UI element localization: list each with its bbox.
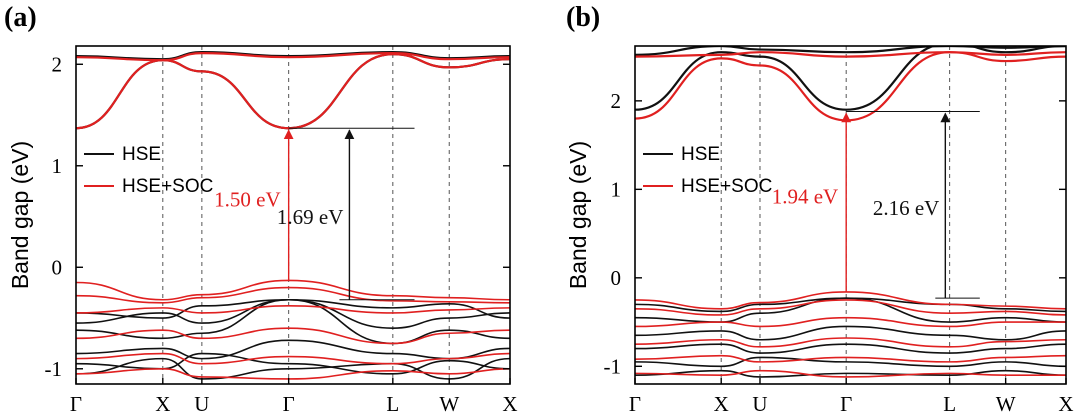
hse-band-cb2 <box>635 46 1066 56</box>
hse-band-vb3 <box>76 298 510 345</box>
hse-soc-band-vb4 <box>76 327 510 345</box>
hse-band-cb1 <box>635 46 1066 111</box>
x-tick-label: X <box>1058 392 1073 416</box>
x-tick-label: Γ <box>629 392 641 416</box>
x-tick-label: U <box>194 392 209 416</box>
x-tick-label: Γ <box>70 392 82 416</box>
plot-frame <box>75 45 511 385</box>
hse-soc-band-vb5 <box>635 354 1066 363</box>
y-tick-label: 0 <box>611 266 622 290</box>
hse-band-vb3 <box>635 325 1066 341</box>
legend-label-hse: HSE <box>122 144 161 165</box>
hse-soc-band-cb2 <box>635 51 1066 58</box>
gap-label-soc: 1.94 eV <box>772 185 839 209</box>
hse-soc-band-cb1 <box>76 53 510 130</box>
hse-soc-band-cb2 <box>76 52 510 62</box>
x-tick-label: W <box>439 392 459 416</box>
hse-band-vb4 <box>635 343 1066 354</box>
x-tick-label: W <box>996 392 1016 416</box>
y-tick-label: 0 <box>52 255 63 279</box>
hse-soc-band-vb2 <box>635 299 1066 316</box>
gap-label-hse: 2.16 eV <box>873 196 940 220</box>
legend-label-soc: HSE+SOC <box>681 176 772 197</box>
gap-label-hse: 1.69 eV <box>277 205 344 229</box>
x-tick-label: Γ <box>840 392 852 416</box>
bands-group <box>635 46 1066 378</box>
gap-label-soc: 1.50 eV <box>214 187 281 211</box>
legend-label-soc: HSE+SOC <box>122 176 213 197</box>
hse-band-cb1 <box>76 53 510 130</box>
y-tick-label: 2 <box>611 89 622 113</box>
hse-soc-band-vb3 <box>635 316 1066 328</box>
x-tick-label: U <box>752 392 767 416</box>
hse-soc-band-vb6 <box>635 369 1066 378</box>
x-tick-label: X <box>155 392 170 416</box>
hse-soc-band-vb6 <box>76 367 510 380</box>
x-tick-label: L <box>386 392 399 416</box>
hse-soc-band-vb3 <box>76 305 510 314</box>
hse-soc-band-vb4 <box>635 337 1066 348</box>
y-tick-label: 2 <box>52 52 63 76</box>
hse-soc-band-vb2 <box>76 286 510 304</box>
x-tick-label: L <box>943 392 956 416</box>
panel-label: (a) <box>4 2 37 33</box>
y-axis-label: Band gap (eV) <box>7 141 33 289</box>
plot-frame <box>634 45 1067 385</box>
x-tick-label: Γ <box>283 392 295 416</box>
hse-band-vb5 <box>635 356 1066 368</box>
legend-label-hse: HSE <box>681 144 720 165</box>
y-tick-label: 1 <box>611 177 622 201</box>
panel-label: (b) <box>566 2 600 33</box>
hse-soc-band-vb5 <box>76 352 510 365</box>
y-tick-label: 1 <box>52 154 63 178</box>
x-tick-label: X <box>502 392 517 416</box>
y-axis-label: Band gap (eV) <box>565 141 591 289</box>
x-tick-label: X <box>714 392 729 416</box>
y-tick-label: -1 <box>604 354 622 378</box>
y-tick-label: -1 <box>45 357 63 381</box>
hse-band-vb6 <box>635 369 1066 378</box>
hse-soc-band-vb1 <box>76 279 510 301</box>
